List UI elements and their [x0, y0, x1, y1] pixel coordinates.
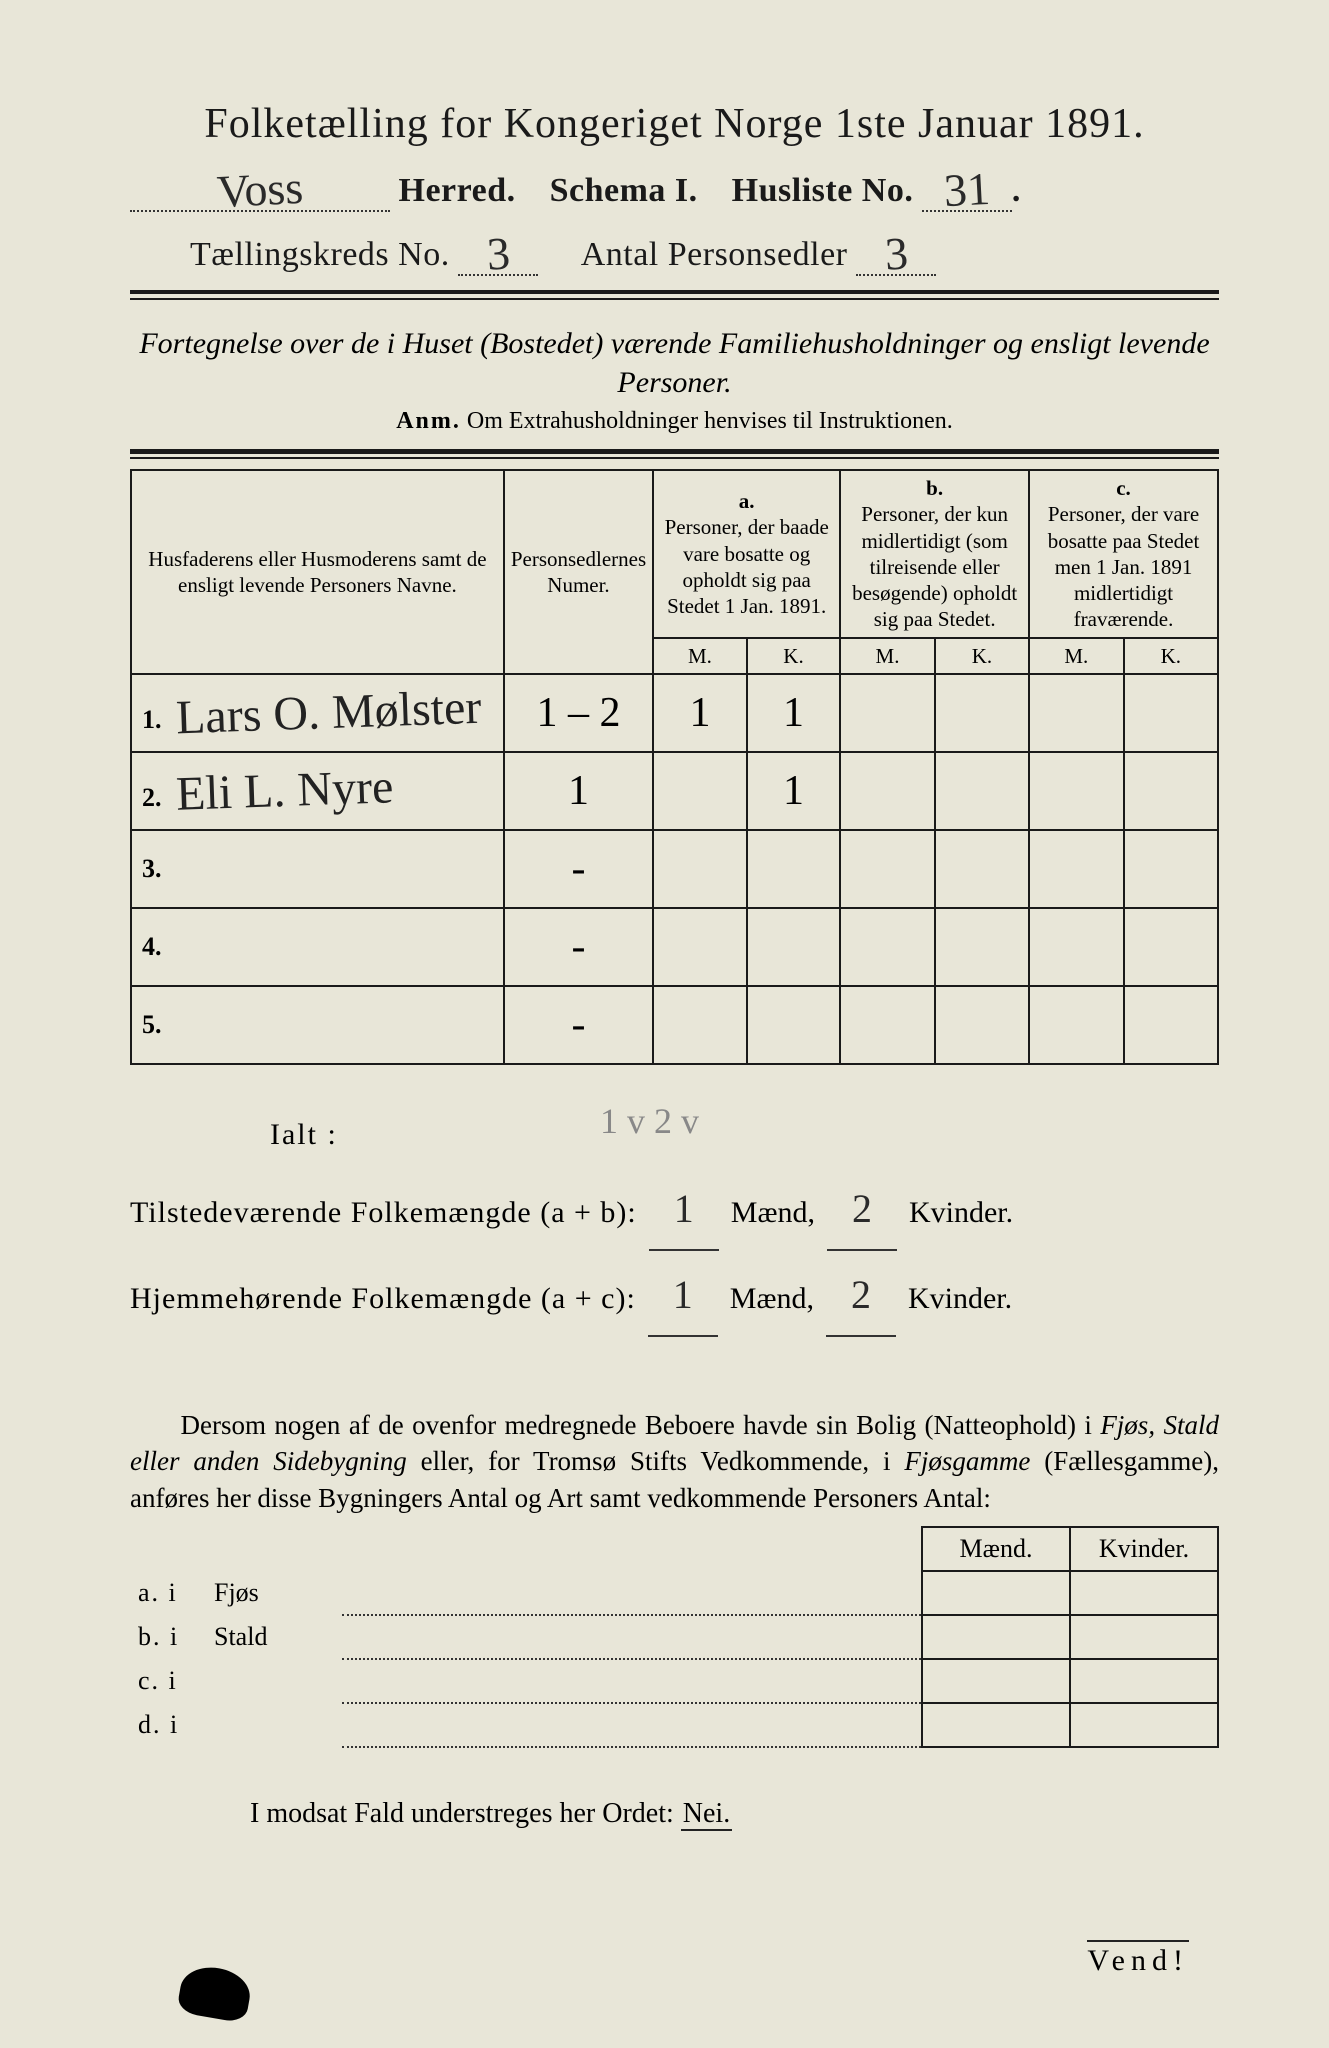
main-table: Husfaderens eller Husmoderens samt de en… — [130, 469, 1219, 1065]
table-top-rule — [130, 449, 1219, 459]
totals-block: 1 v 2 v Ialt : Tilstedeværende Folkemæng… — [130, 1105, 1219, 1337]
kreds-line: Tællingskreds No. 3 Antal Personsedler 3 — [190, 232, 1219, 276]
col-a-m: M. — [653, 638, 747, 674]
anm-line: Anm. Om Extrahusholdninger henvises til … — [130, 408, 1219, 435]
kvinder-label-1: Kvinder. — [909, 1183, 1013, 1243]
col-a-k: K. — [747, 638, 840, 674]
hjem-row: Hjemmehørende Folkemængde (a + c): 1 Mæn… — [130, 1255, 1219, 1337]
modsat-text: I modsat Fald understreges her Ordet: — [250, 1798, 674, 1829]
tilst-row: Tilstedeværende Folkemængde (a + b): 1 M… — [130, 1169, 1219, 1251]
small-head-k: Kvinder. — [1070, 1527, 1218, 1571]
tilst-k: 2 — [852, 1186, 872, 1231]
maend-label-1: Mænd, — [731, 1183, 815, 1243]
table-row: 5. - — [131, 986, 1218, 1064]
intro-text: Fortegnelse over de i Huset (Bostedet) v… — [130, 324, 1219, 402]
hjem-k: 2 — [851, 1272, 871, 1317]
page-title: Folketælling for Kongeriget Norge 1ste J… — [130, 100, 1219, 148]
building-row: b. iStald — [130, 1615, 1218, 1659]
ialt-label: Ialt : — [270, 1105, 1219, 1165]
antal-label: Antal Personsedler — [581, 236, 848, 273]
small-head-m: Mænd. — [922, 1527, 1070, 1571]
husliste-label: Husliste No. — [732, 172, 914, 209]
herred-value: Voss — [216, 170, 304, 211]
hjem-label: Hjemmehørende Folkemængde (a + c): — [130, 1269, 636, 1329]
schema-label: Schema I. — [550, 172, 698, 209]
herred-label: Herred. — [399, 172, 516, 209]
kvinder-label-2: Kvinder. — [908, 1269, 1012, 1329]
pencil-note: 1 v 2 v — [600, 1085, 699, 1157]
vend-label: Vend! — [1087, 1940, 1189, 1978]
col-c-k: K. — [1124, 638, 1218, 674]
tilst-m: 1 — [674, 1186, 694, 1231]
col-c-header: c. Personer, der vare bosatte paa Stedet… — [1029, 470, 1218, 638]
hjem-m: 1 — [673, 1272, 693, 1317]
col-b-header: b. Personer, der kun midlertidigt (som t… — [840, 470, 1029, 638]
kreds-value: 3 — [486, 235, 511, 273]
husliste-value: 31 — [943, 171, 991, 210]
table-row: 4. - — [131, 908, 1218, 986]
header-rule — [130, 290, 1219, 300]
table-row: 2. Eli L. Nyre11 — [131, 752, 1218, 830]
col-a-header: a. Personer, der baade vare bosatte og o… — [653, 470, 840, 638]
anm-text: Om Extrahusholdninger henvises til Instr… — [467, 408, 953, 434]
col-num-header: Personsedlernes Numer. — [504, 470, 653, 674]
table-row: 3. - — [131, 830, 1218, 908]
ink-blot — [176, 1962, 254, 2023]
col-names-header: Husfaderens eller Husmoderens samt de en… — [131, 470, 504, 674]
building-row: d. i — [130, 1703, 1218, 1747]
anm-label: Anm. — [396, 408, 461, 434]
modsat-line: I modsat Fald understreges her Ordet: Ne… — [250, 1798, 1219, 1830]
col-b-m: M. — [840, 638, 935, 674]
col-c-m: M. — [1029, 638, 1124, 674]
nei-word: Nei. — [681, 1798, 732, 1831]
table-row: 1. Lars O. Mølster1 – 211 — [131, 674, 1218, 752]
herred-line: Voss Herred. Schema I. Husliste No. 31. — [130, 168, 1219, 212]
building-row: a. iFjøs — [130, 1571, 1218, 1615]
tilst-label: Tilstedeværende Folkemængde (a + b): — [130, 1183, 637, 1243]
col-b-k: K. — [935, 638, 1029, 674]
building-paragraph: Dersom nogen af de ovenfor medregnede Be… — [130, 1407, 1219, 1516]
maend-label-2: Mænd, — [730, 1269, 814, 1329]
building-row: c. i — [130, 1659, 1218, 1703]
kreds-label: Tællingskreds No. — [190, 236, 450, 273]
building-table: Mænd. Kvinder. a. iFjøs b. iStald c. i d… — [130, 1526, 1219, 1748]
census-form-page: Folketælling for Kongeriget Norge 1ste J… — [0, 0, 1329, 2048]
antal-value: 3 — [884, 235, 909, 273]
